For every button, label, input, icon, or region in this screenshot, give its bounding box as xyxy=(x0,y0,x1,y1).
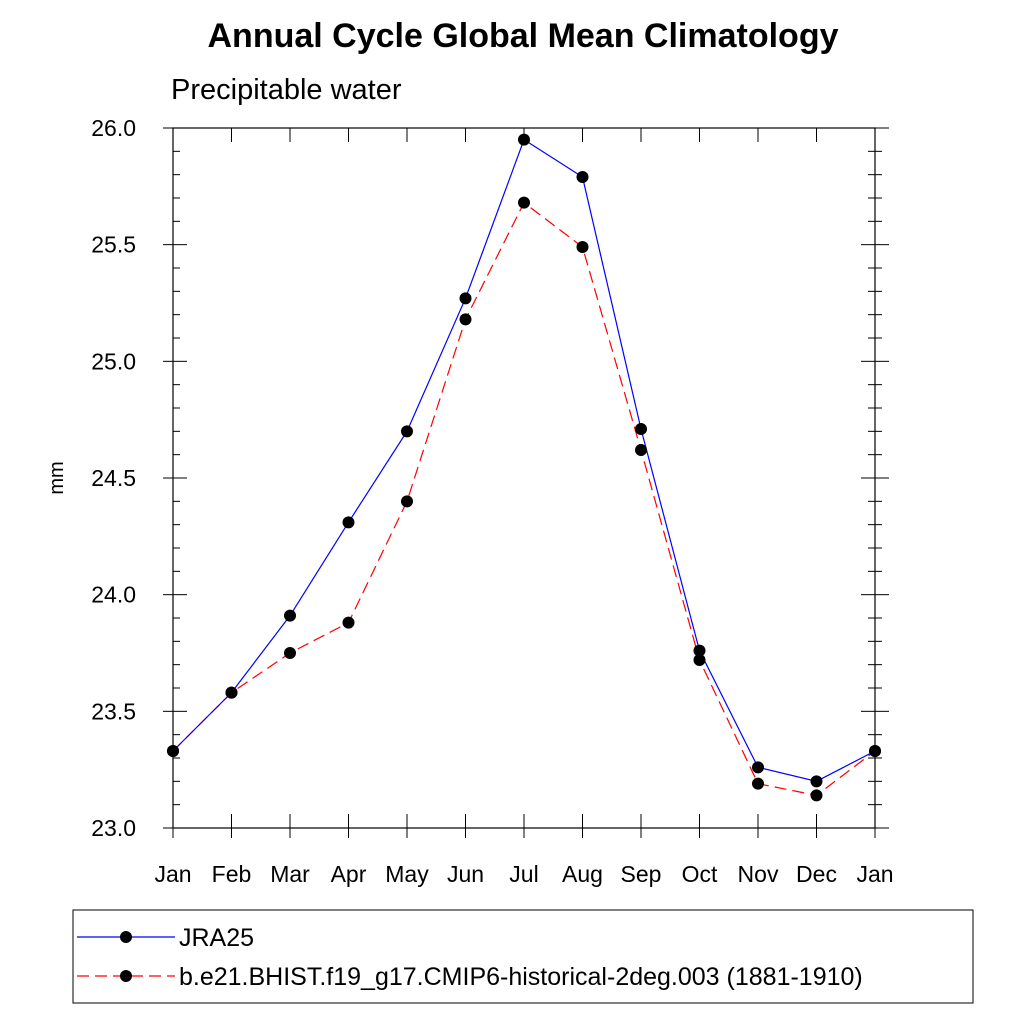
axis-ticks: Jan Feb Mar Apr May Jun Jul Aug Sep Oct Nov Dec Jan 2… xyxy=(91,115,893,887)
x-tick-label: May xyxy=(385,861,429,887)
series-layer xyxy=(167,133,881,802)
data-point-series-2 xyxy=(401,495,413,508)
y-axis-label: mm xyxy=(46,461,68,494)
data-point-series-2 xyxy=(576,241,589,253)
data-point-series-1 xyxy=(284,609,296,622)
y-tick-label: 23.5 xyxy=(91,698,136,724)
legend-label-2: b.e21.BHIST.f19_g17.CMIP6-historical-2de… xyxy=(179,963,863,991)
y-tick-label: 25.5 xyxy=(91,232,136,258)
data-point-series-2 xyxy=(284,647,296,659)
y-tick-label: 25.0 xyxy=(91,348,136,374)
data-point-series-1 xyxy=(401,425,413,438)
data-point-series-1 xyxy=(576,171,589,183)
x-tick-label: Jun xyxy=(447,861,484,887)
y-tick-label: 24.5 xyxy=(91,465,136,491)
data-point-series-1 xyxy=(459,292,472,305)
data-point-series-1 xyxy=(518,133,530,146)
series-line-1 xyxy=(172,138,876,782)
data-point-series-2 xyxy=(752,777,764,790)
y-tick-label: 23.0 xyxy=(91,815,136,841)
chart-title: Annual Cycle Global Mean Climatology xyxy=(208,17,839,55)
data-point-series-2 xyxy=(635,444,647,456)
data-point-series-2 xyxy=(342,616,355,629)
y-tick-label: 26.0 xyxy=(91,115,136,141)
data-point-series-1 xyxy=(342,516,355,529)
x-tick-label: Aug xyxy=(562,861,603,887)
x-tick-label: Nov xyxy=(738,861,779,887)
y-tick-label: 24.0 xyxy=(91,582,136,608)
legend-marker-1 xyxy=(120,931,132,943)
chart-subtitle: Precipitable water xyxy=(171,74,402,106)
legend: JRA25 b.e21.BHIST.f19_g17.CMIP6-historica… xyxy=(72,909,974,1004)
data-point-series-2 xyxy=(810,789,823,802)
legend-label-1: JRA25 xyxy=(179,924,254,952)
x-tick-label: Mar xyxy=(270,861,310,887)
legend-box xyxy=(72,909,974,1004)
x-tick-label: Apr xyxy=(331,861,367,887)
x-tick-label: Jan xyxy=(856,861,893,887)
data-point-series-1 xyxy=(752,761,764,774)
data-point-series-2 xyxy=(518,196,530,209)
data-point-series-1 xyxy=(693,644,706,657)
x-tick-label: Dec xyxy=(796,861,837,887)
data-point-series-1 xyxy=(810,775,823,788)
data-point-series-1 xyxy=(225,686,238,699)
legend-marker-2 xyxy=(120,970,132,982)
data-point-series-2 xyxy=(459,313,472,326)
x-tick-label: Feb xyxy=(212,861,252,887)
x-tick-label: Jan xyxy=(154,861,191,887)
x-tick-label: Jul xyxy=(509,861,538,887)
plot-frame xyxy=(172,127,876,829)
series-line-2 xyxy=(172,201,876,796)
data-point-series-1 xyxy=(635,423,647,435)
x-tick-label: Oct xyxy=(682,861,718,887)
x-tick-label: Sep xyxy=(621,861,662,887)
data-point-series-2 xyxy=(693,654,706,666)
